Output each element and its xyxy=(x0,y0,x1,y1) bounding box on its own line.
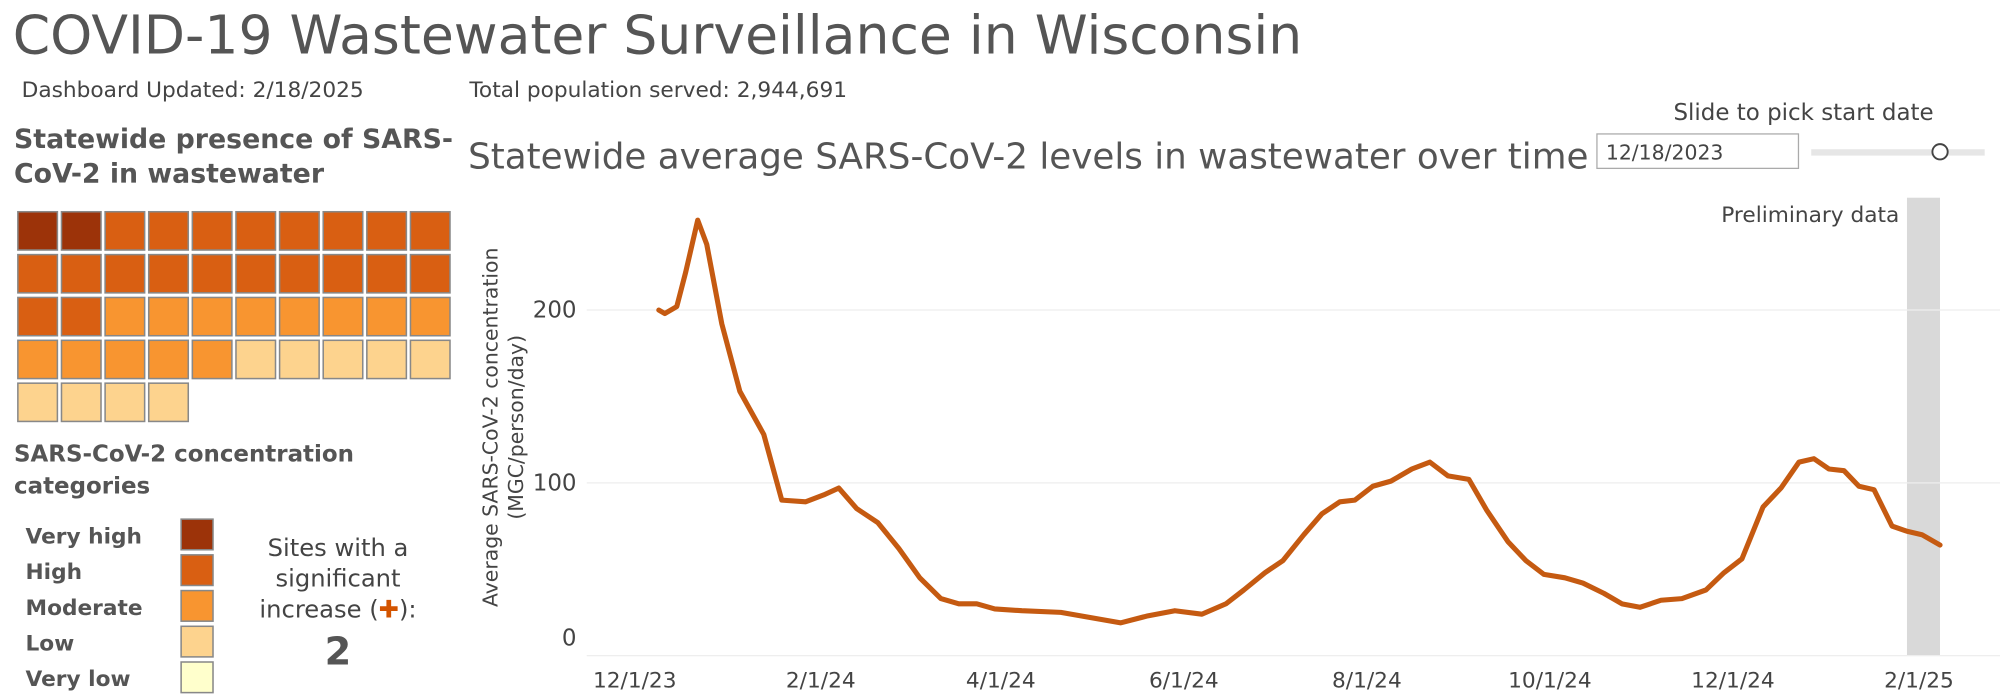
waffle-cell xyxy=(366,296,408,337)
y-tick-label: 100 xyxy=(533,470,577,496)
waffle-cell xyxy=(322,339,364,380)
waffle-cell xyxy=(191,210,233,251)
waffle-cell xyxy=(278,210,320,251)
waffle-cell xyxy=(17,339,59,380)
slider-track[interactable] xyxy=(1811,149,1985,156)
legend-swatch xyxy=(180,589,214,622)
waffle-cell xyxy=(17,382,59,423)
waffle-cell xyxy=(191,296,233,337)
waffle-cell xyxy=(104,253,146,294)
preliminary-label: Preliminary data xyxy=(1721,203,1899,228)
waffle-cell xyxy=(147,382,190,423)
legend-label: High xyxy=(26,560,83,585)
sites-text: increase ( xyxy=(259,595,378,623)
date-input[interactable] xyxy=(1596,133,1800,170)
legend-label: Very high xyxy=(26,524,142,549)
legend-title: categories xyxy=(14,474,150,500)
x-tick-label: 4/1/24 xyxy=(966,669,1036,694)
waffle-cell xyxy=(366,339,408,380)
waffle-cell xyxy=(322,296,364,337)
waffle-cell xyxy=(147,210,190,251)
legend-swatch xyxy=(180,518,214,551)
waffle-cell xyxy=(278,296,320,337)
waffle-cell xyxy=(191,253,233,294)
waffle-cell xyxy=(278,339,320,380)
waffle-title: Statewide presence of SARS- xyxy=(14,124,453,155)
waffle-cell xyxy=(409,253,451,294)
legend-label: Moderate xyxy=(26,596,143,621)
waffle-cell xyxy=(104,210,146,251)
y-axis-label: (MGC/person/day) xyxy=(504,335,528,520)
waffle-cell xyxy=(60,296,102,337)
sites-text: Sites with a xyxy=(268,534,409,562)
series-line xyxy=(656,217,1943,626)
slider-label: Slide to pick start date xyxy=(1673,100,1933,126)
plus-icon: ✚ xyxy=(379,595,399,623)
waffle-cell xyxy=(104,296,146,337)
waffle-cell xyxy=(366,210,408,251)
date-input-value: 12/18/2023 xyxy=(1606,140,1724,164)
waffle-cell xyxy=(147,296,190,337)
x-tick-label: 2/1/24 xyxy=(786,669,856,694)
waffle-cell xyxy=(278,253,320,294)
x-tick-label: 10/1/24 xyxy=(1508,669,1592,694)
legend-label: Low xyxy=(26,632,75,657)
waffle-cell xyxy=(147,253,190,294)
waffle-cell xyxy=(17,253,59,294)
waffle-cell xyxy=(409,339,451,380)
waffle-cell xyxy=(60,339,102,380)
legend-swatch xyxy=(180,554,214,587)
legend-title: SARS-CoV-2 concentration xyxy=(14,442,354,468)
legend-label: Very low xyxy=(26,667,131,692)
waffle-cell xyxy=(322,210,364,251)
x-tick-label: 6/1/24 xyxy=(1149,669,1219,694)
waffle-cell xyxy=(409,210,451,251)
x-tick-label: 12/1/23 xyxy=(593,669,677,694)
waffle-cell xyxy=(235,210,277,251)
x-tick-label: 12/1/24 xyxy=(1691,669,1775,694)
waffle-cell xyxy=(60,382,102,423)
waffle-cell xyxy=(235,339,277,380)
waffle-cell xyxy=(60,210,102,251)
waffle-cell xyxy=(17,296,59,337)
waffle-cell xyxy=(60,253,102,294)
waffle-title: CoV-2 in wastewater xyxy=(14,158,325,189)
waffle-cell xyxy=(409,296,451,337)
waffle-cell xyxy=(17,210,59,251)
waffle-cell xyxy=(366,253,408,294)
sites-text: increase (✚): xyxy=(259,595,416,623)
y-axis-label: Average SARS-CoV-2 concentration xyxy=(478,248,502,607)
preliminary-band xyxy=(1906,197,1940,656)
y-tick-label: 200 xyxy=(533,298,577,324)
slider-knob[interactable] xyxy=(1931,143,1949,161)
chart-title: Statewide average SARS-CoV-2 levels in w… xyxy=(468,136,1588,177)
waffle-cell xyxy=(235,253,277,294)
sites-text: ): xyxy=(399,595,417,623)
waffle-cell xyxy=(191,339,233,380)
updated-date: Dashboard Updated: 2/18/2025 xyxy=(22,78,364,103)
page-title: COVID-19 Wastewater Surveillance in Wisc… xyxy=(13,4,1302,67)
population: Total population served: 2,944,691 xyxy=(468,78,847,103)
sites-count: 2 xyxy=(325,630,352,675)
waffle-cell xyxy=(104,339,146,380)
legend-swatch xyxy=(180,625,214,658)
sites-text: significant xyxy=(275,565,400,593)
y-tick-label: 0 xyxy=(562,625,577,651)
waffle-cell xyxy=(147,339,190,380)
waffle-cell xyxy=(235,296,277,337)
waffle-cell xyxy=(322,253,364,294)
waffle-cell xyxy=(104,382,146,423)
legend-swatch xyxy=(180,661,214,694)
x-tick-label: 8/1/24 xyxy=(1332,669,1402,694)
x-tick-label: 2/1/25 xyxy=(1884,669,1954,694)
